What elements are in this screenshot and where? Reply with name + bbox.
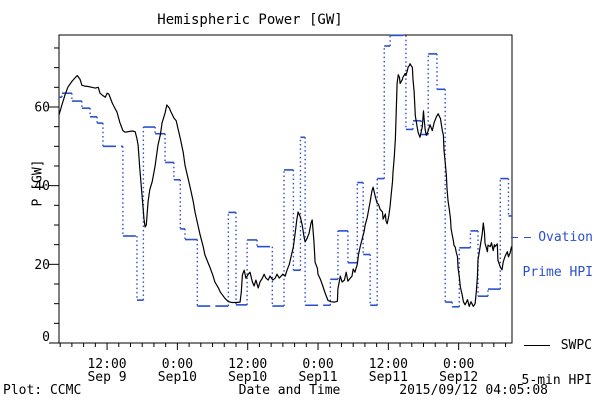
x-axis-title: Date and Time — [238, 383, 341, 398]
chart-title: Hemispheric Power [GW] — [157, 12, 343, 28]
x-tick-date-label: Sep11 — [369, 370, 408, 385]
x-tick-time-label: 12:00 — [87, 357, 126, 372]
x-tick-date-label: Sep12 — [439, 370, 478, 385]
legend-ovation-label2: Prime HPI — [522, 264, 593, 280]
legend-swpc-label: SWPC — [560, 338, 592, 353]
ovation-dashed-line-icon — [511, 237, 519, 238]
legend-ovation-label: Ovation — [538, 230, 593, 245]
legend-swpc: SWPC 5-min HPI — [522, 317, 592, 400]
legend-ovation-line1: Ovation — [511, 230, 593, 245]
plot-credit: Plot: CCMC — [3, 383, 82, 398]
swpc-solid-line-icon — [523, 345, 550, 346]
plot-frame — [58, 34, 513, 344]
legend-swpc-line1: SWPC — [522, 338, 592, 353]
x-tick-time-label: 0:00 — [443, 357, 474, 372]
x-tick-time-label: 0:00 — [302, 357, 333, 372]
x-tick-date-label: Sep11 — [298, 370, 337, 385]
ovation-dashed-line-icon — [524, 237, 532, 238]
x-tick-date-label: Sep10 — [158, 370, 197, 385]
x-tick-date-label: Sep 9 — [87, 370, 126, 385]
x-tick-time-label: 12:00 — [228, 357, 267, 372]
legend-swpc-label2: 5-min HPI — [521, 372, 592, 388]
y-tick-label: 60 — [34, 100, 50, 115]
plot-timestamp: 2015/09/12 04:05:08 — [399, 383, 548, 398]
x-tick-date-label: Sep10 — [228, 370, 267, 385]
swpc-series-line — [58, 63, 513, 307]
legend-ovation: Ovation Prime HPI — [511, 209, 593, 301]
x-tick-time-label: 12:00 — [369, 357, 408, 372]
x-tick-time-label: 0:00 — [162, 357, 193, 372]
y-axis-title: P [GW] — [30, 159, 46, 207]
y-tick-label: 40 — [34, 179, 50, 194]
y-tick-label: 0 — [42, 330, 50, 345]
y-tick-label: 20 — [34, 258, 50, 273]
